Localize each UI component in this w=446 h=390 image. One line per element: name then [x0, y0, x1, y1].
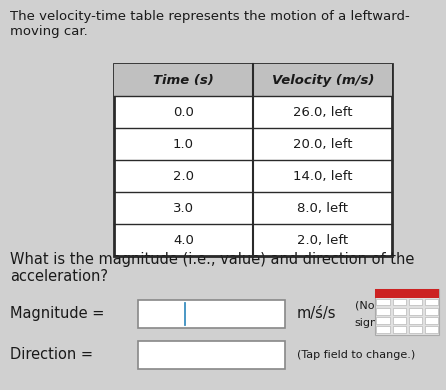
Bar: [425, 326, 438, 333]
Text: 1.0: 1.0: [173, 138, 194, 151]
Text: 2.0, left: 2.0, left: [297, 234, 348, 247]
Bar: [114, 64, 392, 96]
Bar: [425, 308, 438, 314]
Text: 2.0: 2.0: [173, 170, 194, 183]
Bar: [409, 317, 422, 324]
Text: 0.0: 0.0: [173, 106, 194, 119]
Text: Velocity (m/s): Velocity (m/s): [272, 74, 374, 87]
Bar: [392, 308, 406, 314]
Bar: [392, 326, 406, 333]
Text: acceleration?: acceleration?: [10, 269, 108, 284]
Text: 4.0: 4.0: [173, 234, 194, 247]
Bar: [376, 326, 390, 333]
Bar: [392, 299, 406, 305]
Text: The velocity-time table represents the motion of a leftward-: The velocity-time table represents the m…: [10, 10, 409, 23]
Text: Time (s): Time (s): [153, 74, 214, 87]
Text: 20.0, left: 20.0, left: [293, 138, 352, 151]
Bar: [376, 317, 390, 324]
Text: moving car.: moving car.: [10, 25, 87, 38]
Bar: [392, 317, 406, 324]
Text: m/ś/s: m/ś/s: [297, 307, 336, 321]
Bar: [409, 308, 422, 314]
Bar: [138, 300, 285, 328]
Bar: [375, 289, 439, 335]
Text: Direction =: Direction =: [10, 347, 93, 362]
Text: 14.0, left: 14.0, left: [293, 170, 352, 183]
Bar: [375, 289, 439, 298]
Bar: [376, 299, 390, 305]
Text: sign.): sign.): [355, 317, 386, 328]
Bar: [376, 308, 390, 314]
Text: 8.0, left: 8.0, left: [297, 202, 348, 215]
Bar: [409, 299, 422, 305]
Bar: [114, 64, 392, 256]
Text: (Tap field to change.): (Tap field to change.): [297, 350, 415, 360]
Text: 26.0, left: 26.0, left: [293, 106, 352, 119]
Bar: [409, 326, 422, 333]
Bar: [425, 299, 438, 305]
Text: --: --: [206, 347, 217, 362]
Text: Magnitude =: Magnitude =: [10, 307, 104, 321]
Bar: [425, 317, 438, 324]
Text: (No -: (No -: [355, 300, 382, 310]
Text: What is the magnitude (i.e., value) and direction of the: What is the magnitude (i.e., value) and …: [10, 252, 414, 266]
Bar: [138, 341, 285, 369]
Text: 3.0: 3.0: [173, 202, 194, 215]
